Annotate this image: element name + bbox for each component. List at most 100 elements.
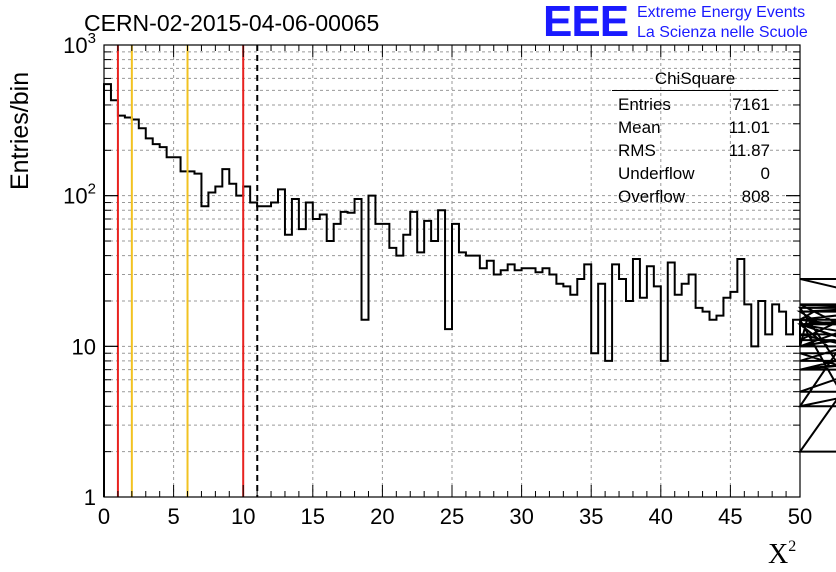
histogram-bin bbox=[396, 256, 403, 497]
histogram-bin bbox=[188, 171, 195, 497]
histogram-bin bbox=[549, 274, 556, 497]
x-tick-label: 35 bbox=[579, 504, 603, 529]
histogram-bin bbox=[410, 212, 417, 497]
histogram-bin bbox=[313, 219, 320, 497]
x-tick-label: 15 bbox=[301, 504, 325, 529]
histogram-bin bbox=[125, 118, 132, 497]
y-tick-label: 102 bbox=[63, 181, 96, 209]
histogram-bin bbox=[250, 203, 257, 497]
histogram-bin bbox=[341, 212, 348, 497]
stats-value: 11.01 bbox=[728, 118, 770, 137]
histogram-bin bbox=[194, 174, 201, 497]
x-tick-label: 30 bbox=[509, 504, 533, 529]
x-axis-label-base: X bbox=[768, 539, 789, 570]
histogram-bin bbox=[438, 210, 445, 497]
histogram-bin bbox=[494, 274, 501, 497]
histogram-bin bbox=[626, 301, 633, 497]
histogram-bin bbox=[355, 199, 362, 497]
histogram-bin bbox=[362, 320, 369, 497]
stats-value: 11.87 bbox=[728, 141, 770, 160]
y-axis-label: Entries/bin bbox=[6, 71, 34, 190]
run-title: CERN-02-2015-04-06-00065 bbox=[84, 10, 380, 36]
histogram-bin bbox=[181, 171, 188, 497]
histogram-bin bbox=[208, 192, 215, 497]
histogram-bin bbox=[222, 169, 229, 497]
stats-value: 7161 bbox=[732, 95, 770, 114]
histogram-bin bbox=[452, 224, 459, 497]
histogram-bin bbox=[577, 279, 584, 497]
y-tick-label: 103 bbox=[63, 30, 96, 58]
histogram-bin bbox=[229, 184, 236, 497]
histogram-bin bbox=[146, 138, 153, 497]
x-tick-label: 25 bbox=[440, 504, 464, 529]
histogram-bin bbox=[668, 263, 675, 497]
histogram-bin bbox=[167, 157, 174, 497]
histogram-bin bbox=[765, 334, 772, 497]
histogram-bin bbox=[508, 264, 515, 497]
histogram-bin bbox=[473, 256, 480, 497]
histogram-bin bbox=[111, 100, 118, 497]
histogram-bin bbox=[501, 270, 508, 497]
histogram-bin bbox=[348, 213, 355, 497]
x-axis-label-sup: 2 bbox=[788, 538, 797, 555]
x-tick-label: 10 bbox=[231, 504, 255, 529]
histogram-bin bbox=[306, 203, 313, 497]
histogram-bin bbox=[118, 116, 125, 497]
histogram-bin bbox=[201, 206, 208, 497]
x-tick-label: 45 bbox=[718, 504, 742, 529]
histogram-bin bbox=[320, 214, 327, 497]
stats-label: Overflow bbox=[618, 187, 686, 206]
histogram-bin bbox=[563, 286, 570, 497]
histogram-bin bbox=[153, 144, 160, 497]
histogram-bin bbox=[737, 259, 744, 497]
x-axis-label: X2 bbox=[768, 538, 796, 571]
x-tick-label: 20 bbox=[370, 504, 394, 529]
histogram-bin bbox=[424, 221, 431, 497]
stats-label: Entries bbox=[618, 95, 671, 114]
histogram-bin bbox=[278, 189, 285, 497]
histogram-bin bbox=[292, 199, 299, 497]
histogram-bin bbox=[389, 248, 396, 497]
stats-value: 0 bbox=[760, 164, 770, 183]
y-tick-label: 10 bbox=[72, 334, 96, 359]
stats-label: Underflow bbox=[618, 164, 695, 183]
histogram-bin bbox=[139, 128, 146, 497]
histogram-bin bbox=[417, 252, 424, 497]
histogram-bin bbox=[299, 229, 306, 497]
histogram-bin bbox=[661, 361, 668, 497]
histogram-bin bbox=[640, 298, 647, 497]
x-tick-label: 40 bbox=[649, 504, 673, 529]
histogram-bin bbox=[104, 84, 111, 497]
histogram-bin bbox=[814, 312, 821, 497]
histogram-bin bbox=[758, 301, 765, 497]
histogram-bin bbox=[633, 259, 640, 497]
histogram-bin bbox=[334, 224, 341, 497]
histogram-bin bbox=[236, 196, 243, 497]
histogram-bin bbox=[807, 320, 814, 497]
histogram-bin bbox=[515, 270, 522, 497]
histogram-bin bbox=[619, 279, 626, 497]
histogram-bin bbox=[786, 334, 793, 497]
logo-caption-line2: La Scienza nelle Scuole bbox=[637, 24, 808, 41]
histogram-bin bbox=[382, 224, 389, 497]
histogram-bin bbox=[605, 361, 612, 497]
histogram-bin bbox=[327, 241, 334, 497]
histogram-bin bbox=[466, 256, 473, 497]
histogram-bin bbox=[682, 284, 689, 497]
histogram-bin bbox=[271, 203, 278, 497]
histogram-bin bbox=[487, 261, 494, 497]
eee-logo: EEE bbox=[543, 0, 629, 46]
histogram-bin bbox=[696, 308, 703, 497]
histogram-bin bbox=[215, 187, 222, 497]
histogram-bin bbox=[285, 235, 292, 497]
histogram-bin bbox=[529, 268, 536, 497]
histogram-bin bbox=[459, 252, 466, 497]
histogram-bin bbox=[375, 224, 382, 497]
histogram-bin bbox=[174, 157, 181, 497]
histogram-bin bbox=[591, 353, 598, 497]
histogram-bin bbox=[598, 284, 605, 497]
histogram-bin bbox=[716, 316, 723, 497]
histogram-bin bbox=[647, 266, 654, 497]
histogram-bin bbox=[480, 268, 487, 497]
